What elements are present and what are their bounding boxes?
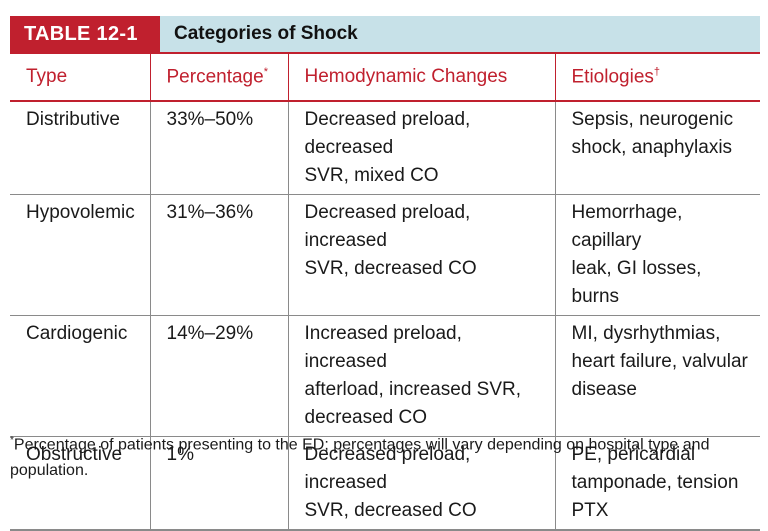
table-number-label: TABLE 12-1 bbox=[10, 16, 160, 52]
etiologies-cell: Sepsis, neurogenic shock, anaphylaxis bbox=[554, 101, 760, 195]
percentage-cell: 33%–50% bbox=[149, 101, 288, 195]
column-header-type: Type bbox=[10, 52, 150, 102]
percentage-cell: 31%–36% bbox=[149, 194, 288, 316]
type-cell: Cardiogenic bbox=[10, 315, 150, 437]
column-header-hemodynamic: Hemodynamic Changes bbox=[287, 52, 555, 102]
table-row: Cardiogenic 14%–29% Increased preload, i… bbox=[10, 315, 760, 437]
footnote-text: Percentage of patients presenting to the… bbox=[13, 436, 710, 454]
table-title: Categories of Shock bbox=[174, 23, 358, 44]
hemodynamic-cell: Decreased preload, increased SVR, decreas… bbox=[287, 194, 555, 316]
type-cell: Distributive bbox=[10, 101, 150, 195]
hemodynamic-cell: Increased preload, increased afterload, i… bbox=[287, 315, 555, 437]
dagger-mark: † bbox=[653, 65, 661, 78]
table-title-bar: TABLE 12-1 Categories of Shock bbox=[10, 16, 760, 52]
column-header-percentage: Percentage* bbox=[149, 52, 288, 102]
column-header-etiologies: Etiologies† bbox=[554, 52, 760, 102]
header-row: Type Percentage* Hemodynamic Changes Eti… bbox=[10, 52, 760, 102]
footnote-mark: * bbox=[10, 435, 14, 446]
percentage-cell: 14%–29% bbox=[149, 315, 288, 437]
hemodynamic-cell: Decreased preload, decreased SVR, mixed C… bbox=[287, 101, 555, 195]
etiologies-cell: MI, dysrhythmias, heart failure, valvular… bbox=[554, 315, 760, 437]
table-row: Distributive 33%–50% Decreased preload, … bbox=[10, 101, 760, 195]
table-row: Hypovolemic 31%–36% Decreased preload, i… bbox=[10, 194, 760, 316]
footnote-mark: * bbox=[263, 65, 268, 78]
footnote-text: population. bbox=[10, 462, 89, 480]
type-cell: Hypovolemic bbox=[10, 194, 150, 316]
etiologies-cell: Hemorrhage, capillary leak, GI losses, bu… bbox=[554, 194, 760, 316]
table-footnote: *Percentage of patients presenting to th… bbox=[10, 428, 750, 484]
